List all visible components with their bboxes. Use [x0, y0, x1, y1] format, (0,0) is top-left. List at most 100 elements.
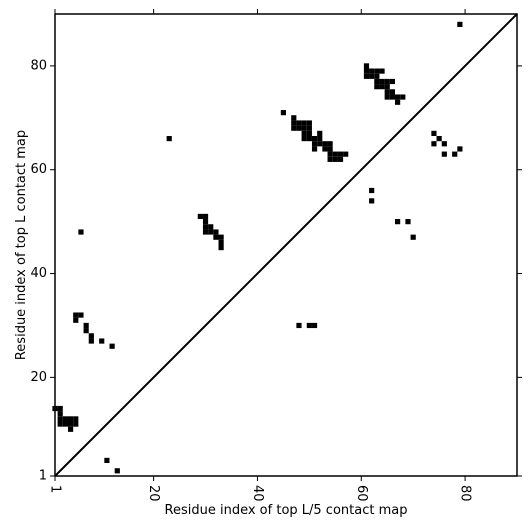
x-tick-label: 20 — [146, 485, 161, 502]
contact-point — [384, 94, 390, 100]
x-tick-label: 60 — [354, 485, 369, 502]
contact-point — [389, 94, 396, 100]
contact-point — [202, 213, 209, 220]
contact-point — [306, 322, 312, 329]
contact-point — [395, 99, 401, 105]
y-tick-label: 20 — [30, 370, 47, 385]
contact-point — [389, 89, 396, 95]
contact-point — [337, 151, 344, 157]
contact-point — [57, 421, 63, 427]
contact-point — [78, 229, 84, 235]
contact-point — [374, 73, 380, 79]
contact-point — [218, 239, 224, 245]
contact-point — [306, 130, 312, 136]
y-tick-label: 60 — [30, 162, 47, 177]
contact-point — [332, 156, 338, 162]
y-axis-label: Residue index of top L contact map — [14, 130, 29, 360]
contact-point — [395, 94, 401, 100]
contact-point — [395, 219, 401, 225]
contact-point — [452, 151, 458, 157]
contact-point — [73, 317, 79, 323]
contact-point — [73, 421, 79, 427]
contact-point — [301, 135, 307, 142]
x-axis-label: Residue index of top L/5 contact map — [165, 503, 408, 518]
contact-point — [296, 322, 302, 329]
contact-point — [311, 135, 318, 142]
contact-point — [369, 73, 375, 79]
contact-point — [202, 219, 209, 225]
contact-point — [363, 73, 370, 79]
contact-point — [67, 421, 74, 427]
contact-point — [306, 120, 312, 126]
diagonal-layer — [54, 13, 518, 477]
contact-point — [327, 156, 333, 162]
contact-point — [374, 84, 380, 90]
contact-point — [296, 125, 302, 131]
plot-area — [52, 21, 463, 474]
contact-point — [317, 135, 323, 142]
contact-point — [218, 234, 224, 240]
contact-point — [213, 234, 219, 240]
contact-point — [83, 328, 89, 334]
contact-point — [57, 416, 63, 422]
contact-point — [109, 343, 115, 349]
contact-point — [280, 110, 286, 116]
contact-point — [202, 224, 209, 230]
contact-point — [57, 411, 63, 417]
contact-point — [311, 141, 318, 147]
contact-point — [99, 338, 105, 344]
contact-point — [374, 78, 380, 85]
contact-point — [197, 213, 203, 220]
contact-point — [306, 135, 312, 142]
contact-point — [410, 234, 416, 240]
contact-point — [218, 245, 224, 251]
contact-point — [384, 84, 390, 90]
contact-point — [88, 333, 94, 339]
contact-point — [384, 78, 390, 85]
contact-point — [332, 151, 338, 157]
contact-point — [343, 151, 349, 157]
contact-point — [114, 468, 120, 474]
contact-point — [457, 146, 463, 152]
x-tick-label: 40 — [250, 485, 265, 502]
contact-point — [306, 125, 312, 131]
contact-point — [374, 68, 380, 74]
contact-point — [369, 68, 375, 74]
contact-point — [389, 78, 396, 85]
contact-point — [301, 120, 307, 126]
contact-point — [67, 426, 74, 432]
contact-point — [363, 63, 370, 69]
contact-point — [369, 187, 375, 194]
ticks-layer: 1 20 40 60 80 1 20 40 60 80 — [30, 9, 522, 502]
y-tick-label: 1 — [39, 469, 47, 484]
contact-point — [363, 68, 370, 74]
contact-point — [83, 322, 89, 329]
contact-point — [337, 156, 344, 162]
contact-point — [166, 135, 172, 142]
contact-point — [317, 130, 323, 136]
x-tick-label: 1 — [48, 485, 63, 493]
contact-point — [78, 312, 84, 318]
contact-point — [73, 416, 79, 422]
contact-point — [322, 141, 328, 147]
contact-point — [327, 146, 333, 152]
y-tick-label: 80 — [30, 58, 47, 73]
contact-point — [379, 68, 385, 74]
diagonal-line — [54, 13, 518, 477]
contact-point — [379, 78, 385, 85]
contact-point — [441, 141, 447, 147]
contact-point — [317, 141, 323, 147]
contact-point — [88, 338, 94, 344]
contact-point — [291, 120, 297, 126]
contact-point — [291, 115, 297, 121]
contact-point — [457, 21, 463, 27]
contact-point — [291, 125, 297, 131]
contact-point — [431, 141, 437, 147]
contact-point — [311, 146, 318, 152]
contact-point — [327, 141, 333, 147]
contact-point — [208, 229, 214, 235]
y-tick-label: 40 — [30, 266, 47, 281]
contact-point — [301, 125, 307, 131]
contact-point — [104, 457, 110, 464]
